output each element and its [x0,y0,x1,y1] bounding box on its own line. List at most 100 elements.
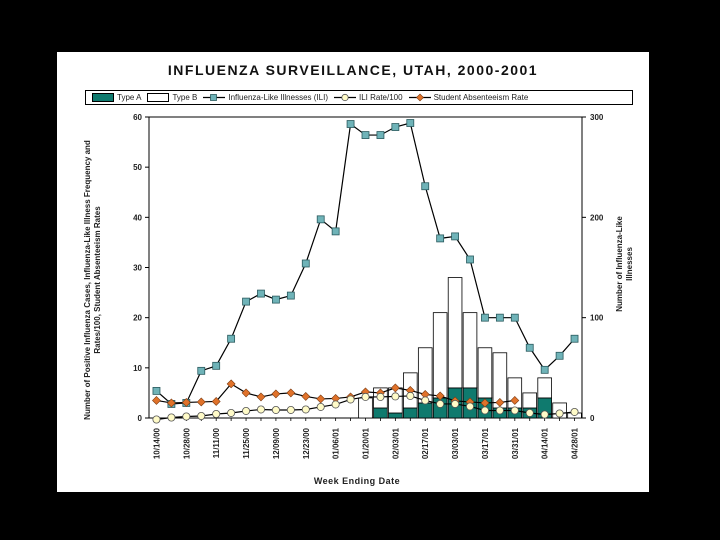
chart-frame: INFLUENZA SURVEILLANCE, UTAH, 2000-2001 … [55,50,651,494]
x-tick-label: 03/31/01 [511,427,520,459]
point-ili [481,313,489,322]
bar-type-b [358,397,373,419]
point-ili-rate [480,406,489,415]
legend-swatch-ili [203,94,226,101]
point-absenteeism [286,388,296,398]
point-absenteeism [301,392,311,401]
legend-swatch-type-b [147,93,170,102]
point-ili [212,361,221,370]
point-ili [495,313,504,322]
x-tick-label: 04/14/01 [541,427,550,459]
point-ili-rate [152,415,161,424]
point-absenteeism [435,391,445,401]
point-ili-rate [182,412,191,421]
point-ili [376,131,385,139]
point-ili-rate [346,395,355,404]
point-ili [301,259,310,268]
bar-type-b [447,277,463,389]
x-tick-label: 10/14/00 [152,427,161,459]
legend-label-type-a: Type A [117,93,142,102]
point-ili-rate [451,399,460,408]
x-tick-label: 03/17/01 [481,427,490,459]
point-ili-rate [212,409,221,418]
point-ili-rate [555,409,564,418]
point-absenteeism [181,398,191,407]
point-ili [361,131,370,139]
x-tick-label: 11/11/00 [212,427,221,458]
y-left-tick-label: 40 [133,213,142,222]
point-ili [391,123,400,131]
bar-type-b [537,377,552,399]
point-ili-rate [376,392,385,401]
point-absenteeism [241,388,251,398]
x-axis-title: Week Ending Date [313,476,401,486]
bar-type-b [432,312,448,399]
point-absenteeism [495,398,505,407]
point-ili [540,365,549,374]
legend-swatch-type-a [92,93,114,102]
x-tick-label: 01/06/01 [332,427,341,459]
y-right-tick-label: 100 [590,314,604,323]
bar-type-a [403,407,418,419]
point-ili-rate [510,406,519,415]
point-ili-rate [271,405,280,414]
point-absenteeism [316,394,326,404]
y-left-tick-label: 30 [133,264,142,273]
point-ili [197,366,206,375]
y-right-tick-label: 0 [590,414,595,423]
bar-type-a [417,402,433,419]
point-ili [555,351,564,360]
point-ili [346,120,355,128]
point-ili-rate [301,405,310,414]
y-axis-title-left: Number of Positive Influenza Cases, Infl… [83,140,102,420]
x-tick-label: 03/03/01 [451,427,460,459]
point-ili-rate [242,406,251,415]
legend-item-type-b: Type B [147,93,197,102]
point-ili [242,297,250,306]
point-ili-rate [421,396,430,405]
x-tick-label: 02/03/01 [391,427,400,459]
point-absenteeism [211,397,221,406]
y-left-tick-label: 10 [133,364,142,373]
point-absenteeism [510,396,520,405]
legend-item-ili-rate: ILI Rate/100 [333,93,403,102]
x-tick-label: 01/20/01 [362,427,371,459]
point-ili-rate [570,407,579,416]
x-tick-label: 10/28/00 [182,427,191,459]
point-ili [286,291,295,300]
point-ili [227,334,236,343]
point-ili [257,289,265,298]
x-tick-label: 04/28/01 [571,427,580,459]
point-ili [406,119,415,127]
y-left-tick-label: 60 [133,113,142,122]
point-ili [152,387,161,395]
x-tick-label: 12/09/00 [272,427,281,459]
y-axis-title-right: Number of Influenza-Like Illnesses [615,216,634,312]
point-ili-rate [436,399,445,408]
y-left-tick-label: 20 [133,314,142,323]
point-absenteeism [166,398,176,408]
bar-type-a [388,412,403,419]
point-ili-rate [197,411,206,420]
point-absenteeism [196,397,206,407]
legend-item-ili: Influenza-Like Illnesses (ILI) [203,93,328,102]
point-ili [316,215,325,224]
point-ili-rate [406,391,415,400]
legend-label-absenteeism: Student Absenteeism Rate [433,93,529,102]
point-absenteeism [256,392,266,402]
point-absenteeism [271,389,281,399]
bar-type-a [373,407,388,419]
legend-swatch-absenteeism [408,93,431,102]
point-ili [272,295,280,304]
point-ili-rate [466,402,475,411]
x-tick-label: 02/17/01 [421,427,430,459]
point-ili-rate [391,392,400,401]
point-ili [421,182,430,191]
plot-svg: 0 10 20 30 40 50 60 0 100 200 300 10/14/00 10/28/00 1… [133,113,604,459]
x-tick-label: 12/23/00 [302,427,311,459]
legend-swatch-ili-rate [333,93,356,102]
point-ili [466,255,474,264]
point-ili-rate [227,408,236,417]
bar-type-b [477,347,493,399]
legend-label-ili-rate: ILI Rate/100 [358,93,403,102]
